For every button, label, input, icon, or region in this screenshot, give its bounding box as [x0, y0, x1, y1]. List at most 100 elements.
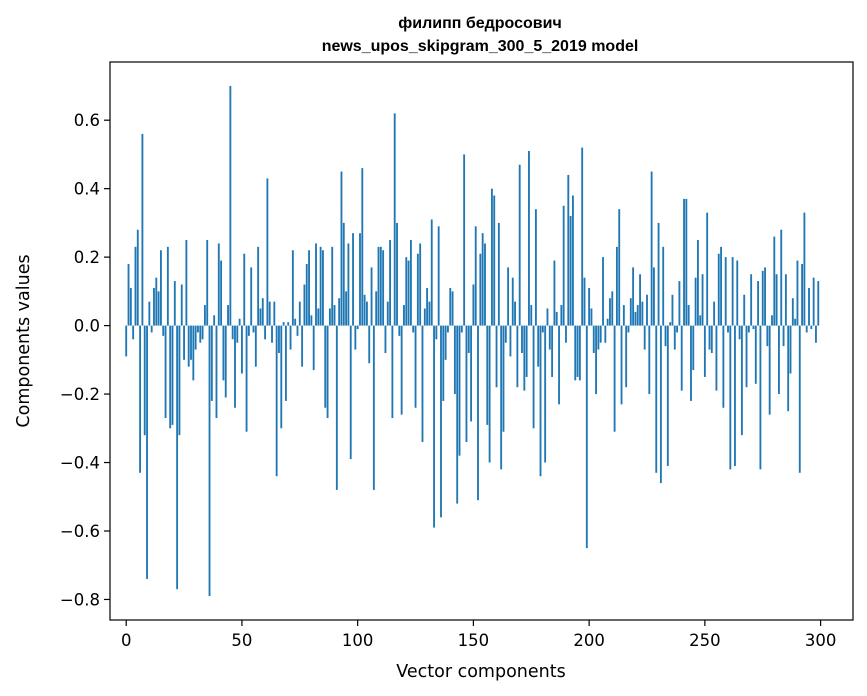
bar-147 — [465, 325, 468, 442]
x-axis-ticks: 0 50 100 150 200 250 300 — [121, 620, 836, 650]
bar-24 — [180, 284, 183, 326]
bar-219 — [632, 267, 635, 326]
bar-135 — [437, 226, 440, 326]
bar-163 — [502, 325, 505, 432]
bar-70 — [287, 322, 290, 326]
bar-246 — [694, 277, 697, 326]
bar-172 — [523, 325, 526, 391]
bar-150 — [472, 284, 475, 326]
bar-115 — [391, 325, 394, 419]
bar-27 — [187, 325, 190, 367]
x-tick-label-5: 250 — [689, 631, 721, 650]
plot-frame — [109, 61, 854, 621]
bar-14 — [157, 291, 160, 326]
bar-18 — [166, 246, 169, 326]
bar-82 — [315, 243, 317, 326]
bar-209 — [609, 298, 611, 326]
bar-22 — [176, 325, 179, 590]
bar-236 — [671, 294, 674, 326]
bar-229 — [655, 325, 658, 473]
bar-216 — [625, 325, 628, 388]
bar-62 — [268, 301, 271, 326]
bar-46 — [231, 325, 234, 340]
bar-42 — [222, 325, 225, 381]
bar-228 — [653, 267, 655, 326]
bar-158 — [490, 188, 493, 326]
bar-291 — [798, 325, 801, 473]
bar-118 — [398, 325, 401, 336]
bar-276 — [764, 267, 766, 326]
bar-77 — [303, 284, 306, 326]
y-tick-label-6: −0.6 — [60, 522, 100, 541]
bar-161 — [497, 222, 500, 326]
bar-144 — [458, 325, 461, 456]
bar-34 — [203, 305, 206, 326]
bar-225 — [646, 294, 648, 326]
bar-198 — [583, 277, 586, 326]
bar-139 — [447, 325, 449, 333]
bar-153 — [479, 253, 482, 326]
bar-123 — [409, 240, 412, 326]
bar-143 — [456, 325, 459, 504]
bar-258 — [722, 325, 725, 408]
bar-122 — [407, 260, 410, 326]
bar-214 — [620, 325, 623, 405]
bar-106 — [370, 267, 373, 326]
bar-31 — [197, 325, 199, 333]
bar-120 — [403, 305, 405, 326]
bar-211 — [613, 325, 616, 432]
y-axis-label: Components values — [14, 254, 34, 427]
bar-74 — [296, 325, 299, 336]
bar-164 — [504, 325, 507, 343]
bar-66 — [278, 325, 280, 353]
bar-40 — [217, 243, 220, 326]
bar-137 — [442, 325, 445, 401]
bar-275 — [761, 270, 764, 326]
bar-222 — [639, 274, 641, 326]
bar-33 — [201, 325, 204, 340]
y-tick-label-0: 0.6 — [74, 111, 100, 130]
bar-159 — [493, 195, 496, 326]
bar-242 — [685, 198, 688, 326]
bar-168 — [514, 301, 516, 326]
x-axis-label: Vector components — [396, 662, 565, 682]
bar-63 — [271, 325, 273, 343]
bar-155 — [484, 243, 486, 326]
bar-282 — [778, 325, 780, 395]
bar-285 — [784, 274, 787, 326]
bar-260 — [727, 325, 729, 333]
bar-200 — [588, 287, 591, 326]
bar-84 — [319, 246, 322, 326]
bar-261 — [729, 325, 732, 470]
bar-124 — [412, 325, 415, 333]
bar-133 — [433, 325, 435, 528]
bar-188 — [560, 305, 563, 326]
bar-252 — [708, 325, 711, 350]
bar-174 — [528, 151, 530, 326]
bar-290 — [796, 260, 799, 326]
bar-195 — [576, 325, 579, 377]
bar-50 — [241, 325, 243, 374]
bar-125 — [414, 325, 417, 408]
y-axis-ticks: 0.6 0.4 0.2 0.0 −0.2 −0.4 −0.6 −0.8 — [60, 111, 110, 609]
bar-38 — [213, 315, 216, 326]
bar-138 — [444, 325, 447, 360]
bar-239 — [678, 281, 681, 326]
bar-51 — [243, 253, 246, 326]
bar-41 — [220, 260, 223, 326]
bar-20 — [171, 325, 174, 425]
bar-270 — [750, 274, 753, 326]
bar-287 — [789, 325, 792, 374]
bar-231 — [659, 325, 662, 484]
bar-186 — [555, 311, 558, 326]
bar-259 — [724, 257, 727, 326]
bar-251 — [706, 212, 709, 326]
bar-256 — [717, 253, 720, 326]
bar-178 — [537, 325, 540, 367]
bar-213 — [618, 209, 621, 326]
bar-243 — [687, 305, 690, 326]
bar-215 — [622, 305, 625, 326]
bar-47 — [234, 325, 236, 408]
bar-23 — [178, 325, 181, 436]
